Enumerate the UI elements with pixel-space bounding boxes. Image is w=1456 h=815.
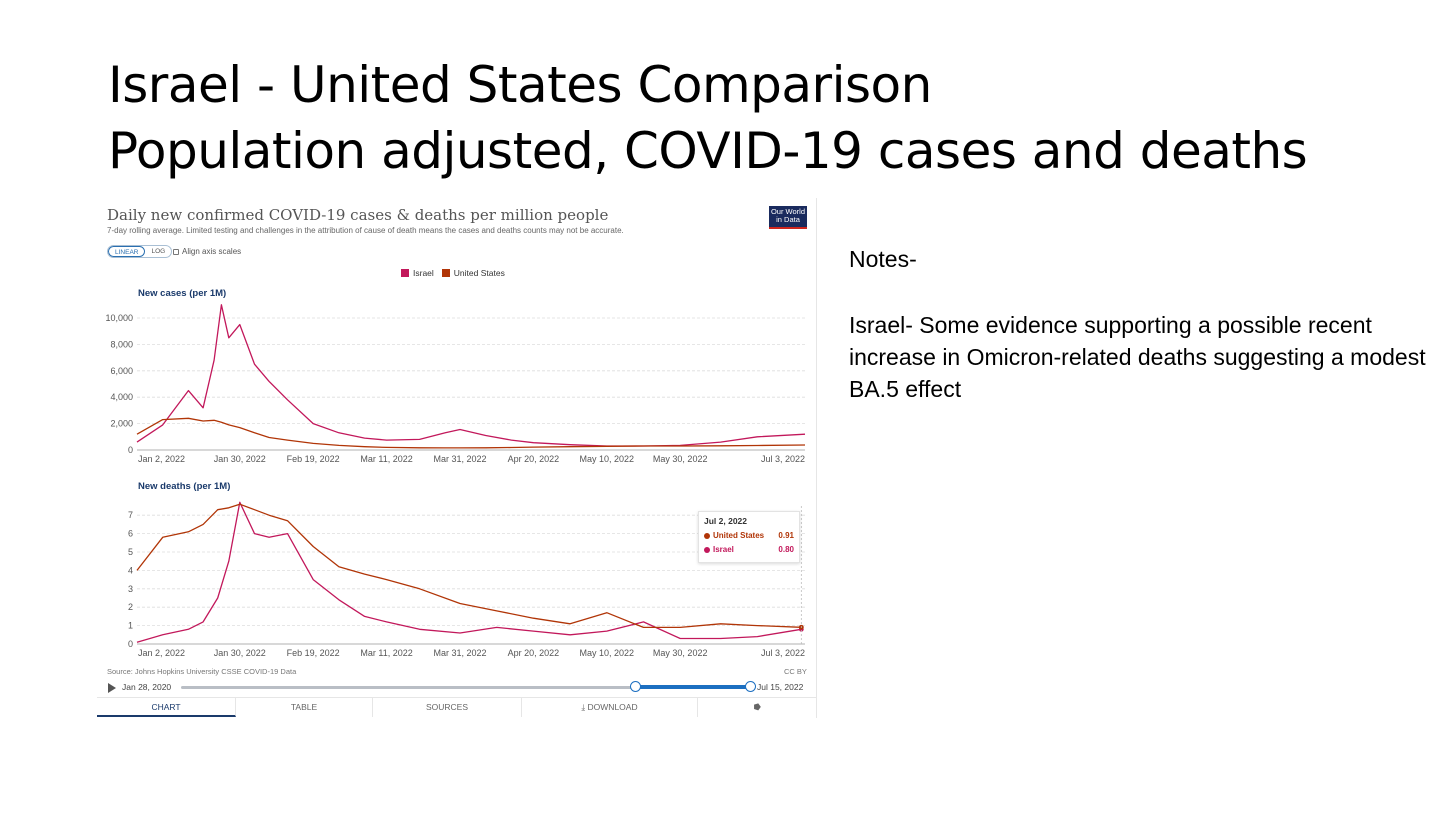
panel-title-0: New cases (per 1M) <box>138 288 226 299</box>
y-tick-label-0-4: 8,000 <box>110 339 133 349</box>
panel-title-1: New deaths (per 1M) <box>138 481 230 492</box>
x-tick-label-1-8: Jul 3, 2022 <box>761 648 805 658</box>
slide-title-line-1: Israel - United States Comparison <box>108 56 932 114</box>
x-tick-label-1-1: Jan 30, 2022 <box>214 648 266 658</box>
scale-toggle: LINEAR LOG <box>107 245 173 258</box>
tooltip-name-israel: Israel <box>713 545 734 554</box>
x-tick-label-1-7: May 30, 2022 <box>653 648 708 658</box>
legend-label-israel: Israel <box>413 268 434 278</box>
timeline-start-handle[interactable] <box>630 681 641 692</box>
tab-download[interactable]: ⤓ DOWNLOAD <box>522 698 698 717</box>
download-icon: ⤓ <box>581 702 588 712</box>
tooltip-value-united-states: 0.91 <box>778 531 794 540</box>
y-tick-label-1-6: 6 <box>128 529 133 539</box>
tooltip-row-united-states: United States 0.91 <box>704 531 794 540</box>
notes: Notes- Israel- Some evidence supporting … <box>849 243 1449 405</box>
x-tick-label-0-6: May 10, 2022 <box>580 454 635 464</box>
tab-sources[interactable]: SOURCES <box>373 698 522 717</box>
y-tick-label-1-5: 5 <box>128 547 133 557</box>
legend-swatch-united-states <box>441 269 450 277</box>
x-tick-label-0-7: May 30, 2022 <box>653 454 708 464</box>
x-tick-label-1-0: Jan 2, 2022 <box>138 648 185 658</box>
timeline-selected-range <box>635 685 749 689</box>
x-tick-label-0-0: Jan 2, 2022 <box>138 454 185 464</box>
play-icon[interactable] <box>108 683 116 693</box>
owid-chart-frame: Daily new confirmed COVID-19 cases & dea… <box>97 198 817 718</box>
x-tick-label-1-5: Apr 20, 2022 <box>508 648 560 658</box>
tab-share[interactable]: ⭓ <box>698 698 817 717</box>
series-line-0-united-states <box>136 417 806 449</box>
linear-scale-button[interactable]: LINEAR <box>108 246 146 257</box>
tab-bar: CHART TABLE SOURCES ⤓ DOWNLOAD ⭓ <box>97 697 817 717</box>
align-axis-label: Align axis scales <box>182 247 242 256</box>
x-tick-label-1-6: May 10, 2022 <box>580 648 635 658</box>
x-tick-label-0-8: Jul 3, 2022 <box>761 454 805 464</box>
chart-title: Daily new confirmed COVID-19 cases & dea… <box>107 206 609 224</box>
y-tick-label-0-3: 6,000 <box>110 366 133 376</box>
legend-item-united-states[interactable]: United States <box>441 268 505 278</box>
align-axis-checkbox[interactable] <box>173 248 179 255</box>
chart-subtitle: 7-day rolling average. Limited testing a… <box>107 226 624 235</box>
chart-legend: Israel United States <box>401 268 505 278</box>
x-tick-label-1-2: Feb 19, 2022 <box>287 648 340 658</box>
x-tick-label-0-5: Apr 20, 2022 <box>508 454 560 464</box>
legend-item-israel[interactable]: Israel <box>401 268 434 278</box>
y-tick-label-0-2: 4,000 <box>110 392 133 402</box>
legend-swatch-israel <box>401 269 409 277</box>
x-tick-label-0-3: Mar 11, 2022 <box>360 454 412 464</box>
tooltip-date: Jul 2, 2022 <box>704 516 748 526</box>
timeline-start-label: Jan 28, 2020 <box>122 682 172 692</box>
tooltip-value-israel: 0.80 <box>778 545 794 554</box>
y-tick-label-1-3: 3 <box>128 584 133 594</box>
timeline-end-label: Jul 15, 2022 <box>757 682 804 692</box>
charts-svg: New cases (per 1M) 0 2,000 4,000 6,000 8,000 1… <box>105 288 806 658</box>
y-tick-label-1-2: 2 <box>128 602 133 612</box>
series-line-0-israel <box>136 304 806 447</box>
x-tick-label-1-3: Mar 11, 2022 <box>360 648 412 658</box>
slide-title: Israel - United States Comparison Popula… <box>108 52 1408 184</box>
timeline-track[interactable] <box>181 686 747 689</box>
y-tick-label-0-0: 0 <box>128 445 133 455</box>
y-tick-label-1-4: 4 <box>128 565 133 575</box>
series-line-1-united-states <box>136 503 802 629</box>
license-text[interactable]: CC BY <box>784 667 807 676</box>
tooltip-dot-israel <box>704 546 710 553</box>
tooltip-name-united-states: United States <box>713 531 765 540</box>
tab-table[interactable]: TABLE <box>236 698 373 717</box>
source-text[interactable]: Source: Johns Hopkins University CSSE CO… <box>107 667 297 676</box>
series-line-1-israel <box>136 501 802 643</box>
timeline: Jan 28, 2020 Jul 15, 2022 <box>107 681 807 693</box>
legend-label-united-states: United States <box>453 268 505 278</box>
x-tick-label-1-4: Mar 31, 2022 <box>433 648 486 658</box>
x-tick-label-0-1: Jan 30, 2022 <box>214 454 266 464</box>
tooltip-dot-united-states <box>704 532 710 539</box>
share-icon: ⭓ <box>753 702 762 712</box>
align-axis-option[interactable]: Align axis scales <box>173 247 241 256</box>
tooltip: Jul 2, 2022 United States 0.91 Israel 0.… <box>698 511 800 563</box>
y-tick-label-1-0: 0 <box>128 639 133 649</box>
y-tick-label-0-1: 2,000 <box>110 419 133 429</box>
timeline-end-handle[interactable] <box>745 681 756 692</box>
y-tick-label-0-5: 10,000 <box>105 313 133 323</box>
owid-logo[interactable]: Our World in Data <box>769 206 807 229</box>
tab-chart[interactable]: CHART <box>97 698 236 717</box>
x-tick-label-0-2: Feb 19, 2022 <box>287 454 340 464</box>
tooltip-row-israel: Israel 0.80 <box>704 545 794 554</box>
notes-body: Israel- Some evidence supporting a possi… <box>849 312 1426 402</box>
tab-download-label: DOWNLOAD <box>587 702 638 712</box>
y-tick-label-1-1: 1 <box>128 621 133 631</box>
notes-heading: Notes- <box>849 246 917 272</box>
log-scale-button[interactable]: LOG <box>151 248 166 255</box>
y-tick-label-1-7: 7 <box>128 510 133 520</box>
slide-title-line-2: Population adjusted, COVID-19 cases and … <box>108 122 1308 180</box>
x-tick-label-0-4: Mar 31, 2022 <box>433 454 486 464</box>
